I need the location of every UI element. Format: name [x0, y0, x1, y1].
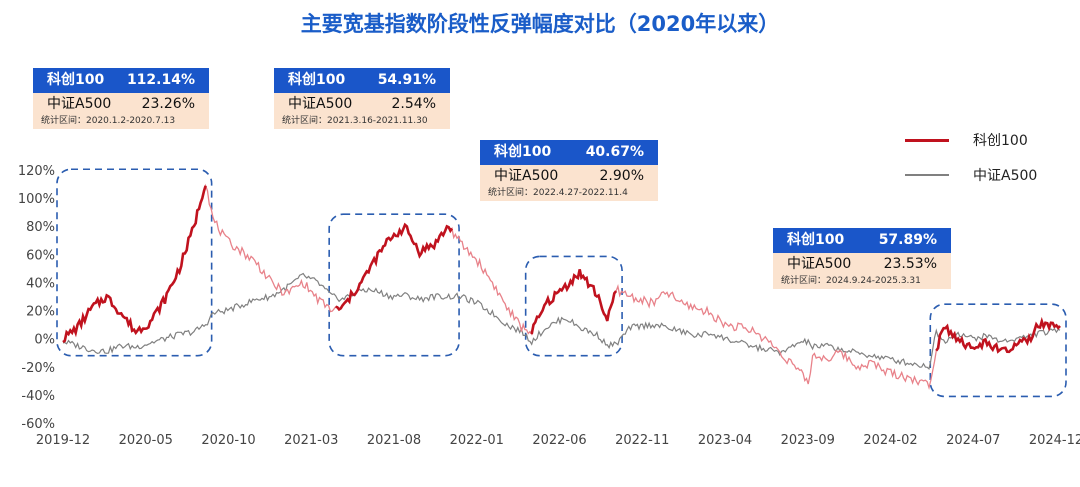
callout-2-k2: 中证A500	[288, 96, 353, 112]
callout-4-k2: 中证A500	[787, 256, 852, 272]
y-tick-label: 80%	[26, 220, 55, 235]
series-highlight-kc100	[530, 269, 618, 335]
callout-1: 科创100 112.14% 中证A500 23.26% 统计区间：2020.1.2-…	[33, 68, 209, 129]
series-line-a500	[62, 272, 1061, 371]
callout-1-v1: 112.14%	[126, 72, 195, 88]
callout-1-k2: 中证A500	[47, 96, 112, 112]
callout-1-period: 统计区间：2020.1.2-2020.7.13	[33, 115, 209, 129]
y-tick-label: 0%	[34, 333, 55, 348]
x-tick-label: 2024-12	[1029, 433, 1080, 448]
series-highlight-kc100	[935, 316, 1061, 354]
highlight-box	[56, 168, 213, 357]
callout-3: 科创100 40.67% 中证A500 2.90% 统计区间：2022.4.27-2…	[480, 140, 658, 201]
legend-swatch-kc100	[905, 139, 949, 142]
y-tick-label: 20%	[26, 305, 55, 320]
callout-2-period: 统计区间：2021.3.16-2021.11.30	[274, 115, 450, 129]
series-highlight-kc100	[335, 222, 454, 312]
x-axis: 2019-12 2020-05 2020-10 2021-03 2021-08 2022-…	[36, 433, 1080, 448]
highlight-box	[524, 255, 623, 357]
callout-3-period: 统计区间：2022.4.27-2022.11.4	[480, 187, 658, 201]
y-tick-label: -60%	[21, 417, 55, 432]
callout-2-v1: 54.91%	[377, 72, 436, 88]
x-tick-label: 2023-09	[781, 433, 835, 448]
callout-4: 科创100 57.89% 中证A500 23.53% 统计区间：2024.9.24-…	[773, 228, 951, 289]
highlight-box	[328, 213, 460, 357]
x-tick-label: 2019-12	[36, 433, 90, 448]
y-tick-label: 100%	[18, 192, 55, 207]
y-tick-label: -40%	[21, 389, 55, 404]
callout-4-v2: 23.53%	[883, 256, 937, 272]
chart-title: 主要宽基指数阶段性反弹幅度对比（2020年以来）	[300, 12, 780, 36]
callout-4-k1: 科创100	[787, 232, 845, 248]
legend-label-a500: 中证A500	[973, 168, 1038, 184]
x-tick-label: 2020-05	[119, 433, 173, 448]
callout-2-v2: 2.54%	[391, 96, 436, 112]
callout-3-k1: 科创100	[494, 144, 552, 160]
x-tick-label: 2021-03	[284, 433, 338, 448]
highlight-box	[929, 303, 1067, 398]
callout-1-k1: 科创100	[47, 72, 105, 88]
x-tick-label: 2022-01	[450, 433, 504, 448]
callout-4-period: 统计区间：2024.9.24-2025.3.31	[773, 275, 951, 289]
x-tick-label: 2024-02	[863, 433, 917, 448]
series-lines	[62, 183, 1061, 391]
y-tick-label: 120%	[18, 164, 55, 179]
x-tick-label: 2021-08	[367, 433, 421, 448]
x-tick-label: 2020-10	[201, 433, 255, 448]
x-tick-label: 2022-11	[615, 433, 669, 448]
callout-4-v1: 57.89%	[878, 232, 937, 248]
callout-3-k2: 中证A500	[494, 168, 559, 184]
y-axis: -60% -40% -20% 0% 20% 40% 60% 80% 100% 120%	[18, 164, 55, 432]
x-tick-label: 2023-04	[698, 433, 752, 448]
callout-3-v2: 2.90%	[599, 168, 644, 184]
y-tick-label: -20%	[21, 361, 55, 376]
legend-label-kc100: 科创100	[973, 133, 1028, 149]
x-tick-label: 2022-06	[532, 433, 586, 448]
series-highlight-kc100	[62, 185, 207, 344]
y-tick-label: 60%	[26, 248, 55, 263]
legend-swatch-a500	[905, 174, 949, 176]
callout-2: 科创100 54.91% 中证A500 2.54% 统计区间：2021.3.16-2…	[274, 68, 450, 129]
callout-1-v2: 23.26%	[141, 96, 195, 112]
callout-2-k1: 科创100	[288, 72, 346, 88]
x-tick-label: 2024-07	[946, 433, 1000, 448]
callout-3-v1: 40.67%	[585, 144, 644, 160]
y-tick-label: 40%	[26, 276, 55, 291]
highlight-boxes	[56, 168, 1067, 398]
